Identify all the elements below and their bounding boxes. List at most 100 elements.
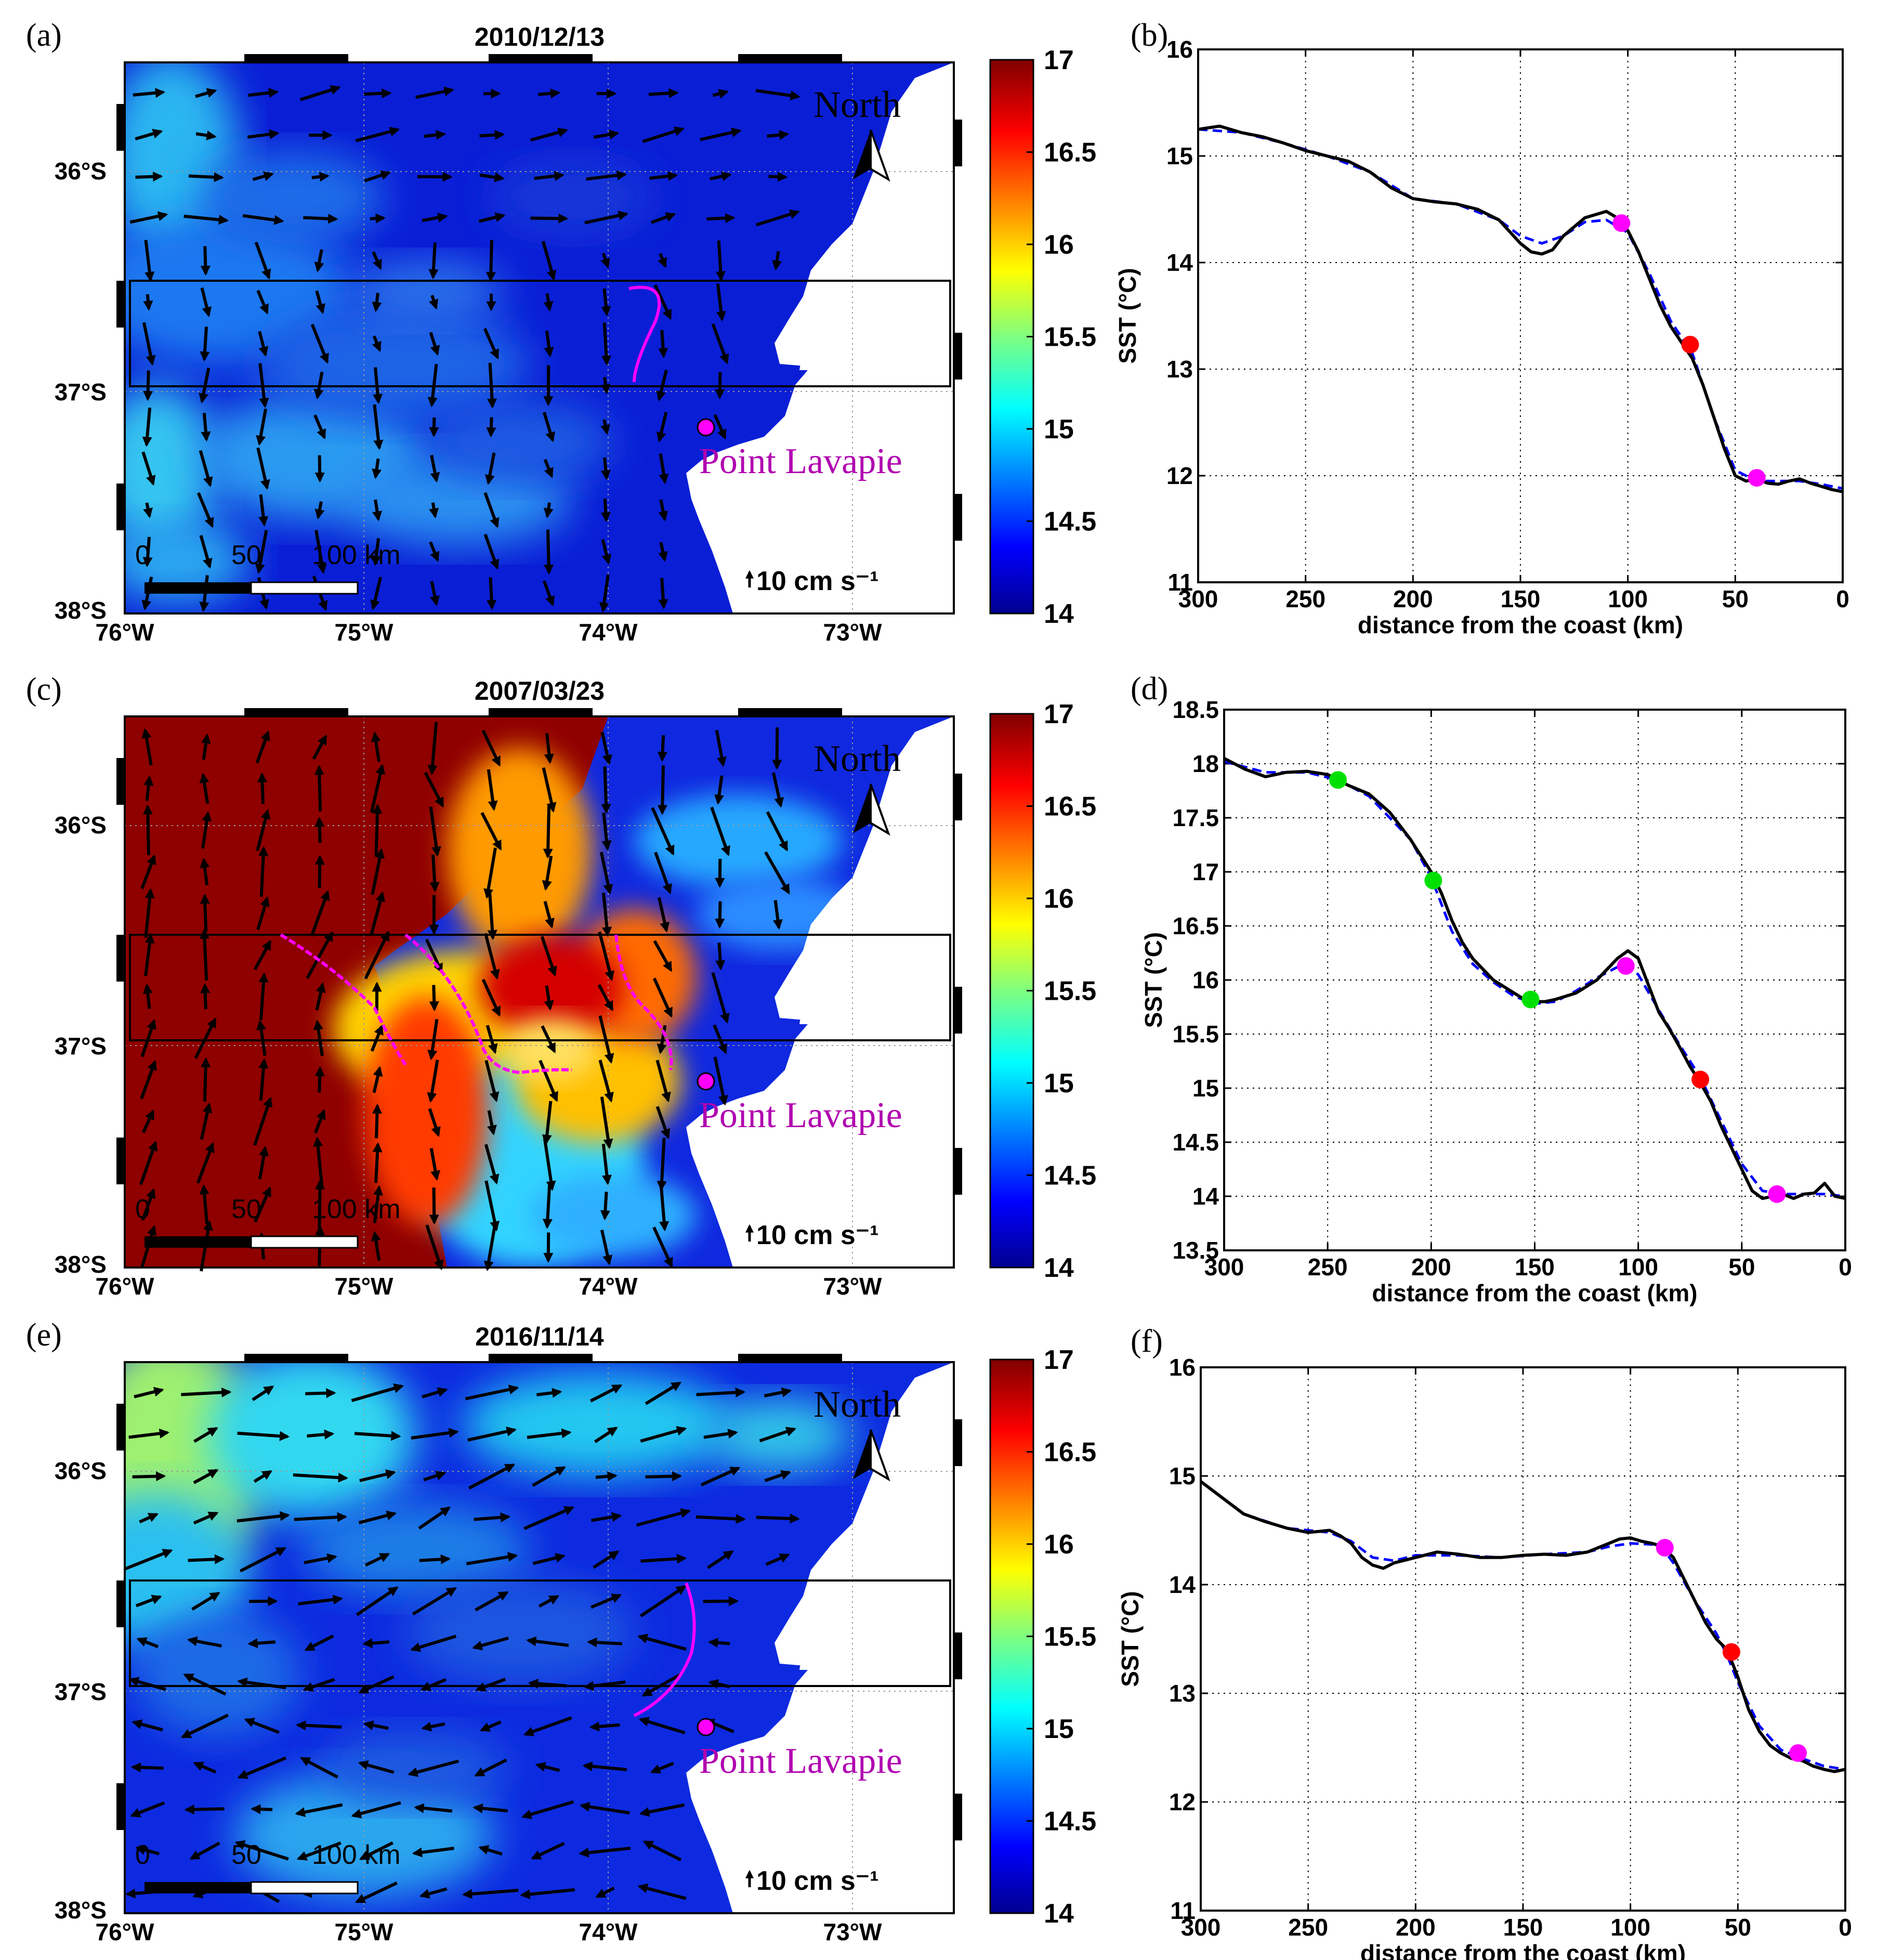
current-vector [199, 450, 213, 488]
north-arrow-left [853, 784, 871, 833]
current-vector [139, 1140, 158, 1185]
current-vector [256, 808, 271, 852]
current-vector [598, 931, 615, 982]
sst-patch [348, 260, 504, 322]
current-vector [583, 1680, 626, 1691]
current-vector [598, 1060, 614, 1103]
sst-patch [301, 1502, 530, 1596]
y-tick-label: 13.5 [1172, 1237, 1219, 1264]
map-panel-a: (a) 2010/12/13 Point Lavapie North 0 50 100 … [26, 18, 1096, 646]
sst-patch [260, 307, 530, 421]
current-vector [359, 1469, 396, 1482]
current-vector [314, 1066, 325, 1093]
current-vector [642, 1840, 682, 1862]
current-vector [256, 408, 268, 446]
fitted-profile-line [1224, 760, 1846, 1198]
current-vector [298, 1595, 344, 1605]
north-arrow-left [853, 130, 871, 179]
current-vector [601, 813, 612, 851]
x-tick-label: 250 [1285, 585, 1325, 612]
current-vector [314, 1179, 325, 1229]
current-vector [599, 574, 610, 613]
current-vector [544, 529, 554, 575]
lat-tick-label: 36°S [55, 1457, 107, 1484]
current-vector [695, 1513, 746, 1524]
colorbar-tick-label: 14 [1044, 1253, 1074, 1283]
current-vector [483, 492, 500, 528]
current-vector [258, 363, 269, 409]
current-vector [544, 985, 554, 1011]
current-vector [193, 1761, 217, 1774]
frame-segment [954, 1148, 962, 1195]
current-vector [543, 1138, 556, 1191]
y-axis-label: SST (°C) [1114, 268, 1141, 364]
current-vector [195, 130, 217, 140]
current-vector [475, 1591, 509, 1612]
current-vector [201, 1057, 211, 1102]
frame-segment [738, 1354, 842, 1362]
current-vector [255, 530, 268, 574]
current-vector [532, 1553, 566, 1565]
current-vector [534, 171, 565, 181]
current-vector [479, 129, 505, 140]
current-vector [651, 212, 676, 224]
current-vector [142, 983, 153, 1009]
current-vector [715, 729, 727, 767]
gridlines [1224, 710, 1845, 1250]
scale-label-0: 0 [135, 1194, 150, 1224]
frame-segment [954, 333, 962, 380]
sst-profile-chart-d: (d) 300 250 200 150 100 50 0 13.5 14 14.5 15 15.5 16 1… [1131, 671, 1852, 1306]
current-vector [653, 284, 672, 320]
current-vector [483, 1224, 497, 1272]
current-vector [314, 501, 325, 520]
sst-patch [125, 520, 250, 603]
sst-patch [322, 1731, 509, 1804]
current-vector [141, 1188, 156, 1221]
front-marker [1681, 335, 1699, 354]
land-mask [686, 1362, 954, 1913]
current-vector [372, 1066, 383, 1093]
x-tick-label: 50 [1728, 1253, 1755, 1280]
current-vector [487, 362, 497, 409]
current-vector [237, 1511, 290, 1523]
scale-label-100: 100 km [312, 1194, 401, 1224]
y-tick-label: 15 [1166, 142, 1193, 169]
map-frame-ticks [116, 708, 962, 1195]
current-vector [582, 1761, 627, 1772]
current-vector [541, 1025, 556, 1053]
lon-tick-label: 75°W [335, 1918, 394, 1945]
current-vector [584, 211, 629, 225]
lon-tick-label: 76°W [96, 1273, 155, 1300]
current-vector [136, 1637, 159, 1649]
current-vector [427, 1060, 439, 1103]
current-vector [258, 846, 269, 897]
current-vector [544, 330, 554, 358]
colorbar-tick-label: 16 [1044, 1530, 1074, 1560]
current-vector [766, 811, 789, 852]
current-vector [256, 896, 270, 931]
current-vector [653, 940, 673, 972]
current-vector [200, 983, 211, 1010]
north-label: North [813, 84, 901, 125]
current-vector [144, 888, 155, 938]
current-vector [351, 1383, 404, 1402]
current-vector [656, 369, 668, 402]
current-vector [201, 811, 212, 849]
current-vector [481, 978, 501, 1017]
point-lavapie-marker [697, 1718, 715, 1736]
frame-segment [489, 54, 593, 62]
current-vector [696, 1387, 746, 1397]
current-vector [313, 1020, 324, 1056]
sst-profile-chart-b: (b) 300 250 200 150 100 50 0 11 12 13 14 15 16 distanc… [1114, 18, 1849, 638]
x-tick-label: 0 [1839, 1914, 1852, 1941]
frame-segment [954, 987, 962, 1034]
sst-patch [530, 1174, 697, 1257]
current-vector [315, 290, 325, 315]
current-vector [590, 1593, 622, 1609]
vector-scale-label: 10 cm s⁻¹ [756, 1866, 879, 1896]
current-vector [314, 765, 324, 812]
sst-patch [463, 1373, 733, 1476]
current-vector [424, 772, 444, 808]
current-vector [351, 1801, 401, 1819]
current-vector [598, 1015, 614, 1064]
